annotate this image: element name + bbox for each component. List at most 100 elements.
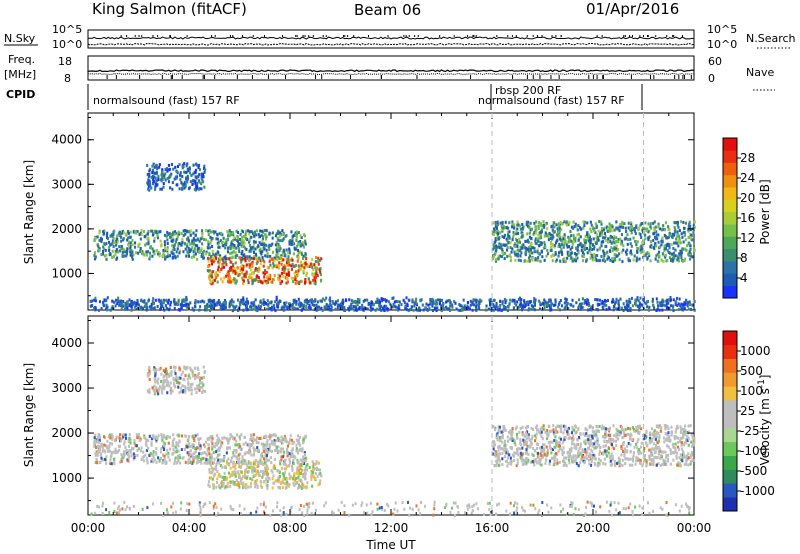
heatmap-cell — [223, 436, 226, 440]
heatmap-cell — [625, 236, 628, 240]
heatmap-cell — [245, 300, 248, 304]
heatmap-cell — [507, 241, 510, 245]
heatmap-cell — [280, 455, 283, 459]
heatmap-cell — [112, 236, 115, 240]
heatmap-cell — [115, 237, 118, 241]
heatmap-cell — [152, 162, 155, 166]
heatmap-cell — [198, 239, 201, 243]
heatmap-cell — [281, 441, 284, 445]
heatmap-cell — [173, 254, 176, 258]
heatmap-cell — [298, 483, 301, 487]
heatmap-cell — [234, 251, 237, 255]
heatmap-cell — [311, 257, 314, 261]
heatmap-cell — [492, 232, 495, 236]
heatmap-cell — [629, 251, 632, 255]
heatmap-cell — [550, 225, 553, 229]
heatmap-cell — [492, 303, 495, 306]
heatmap-cell — [157, 178, 160, 182]
heatmap-cell — [151, 300, 154, 304]
heatmap-cell — [294, 456, 297, 460]
heatmap-cell — [171, 232, 174, 236]
heatmap-cell — [144, 243, 147, 247]
heatmap-cell — [285, 234, 288, 237]
heatmap-cell — [94, 306, 97, 310]
heatmap-cell — [681, 247, 684, 251]
heatmap-cell — [173, 302, 176, 306]
heatmap-cell — [262, 235, 265, 239]
heatmap-cell — [94, 433, 97, 437]
heatmap-cell — [430, 301, 433, 305]
heatmap-cell — [111, 241, 114, 245]
heatmap-cell — [126, 303, 129, 307]
heatmap-cell — [153, 252, 156, 256]
heatmap-cell — [422, 308, 425, 312]
heatmap-cell — [570, 234, 573, 238]
heatmap-cell — [174, 450, 177, 454]
heatmap-cell — [173, 369, 176, 373]
heatmap-cell — [217, 437, 220, 441]
heatmap-cell — [185, 434, 188, 438]
heatmap-cell — [128, 235, 131, 239]
heatmap-cell — [320, 278, 323, 282]
heatmap-cell — [222, 301, 225, 305]
heatmap-cell — [264, 434, 267, 438]
heatmap-cell — [305, 262, 308, 266]
heatmap-cell — [299, 244, 302, 248]
heatmap-cell — [177, 300, 180, 303]
heatmap-cell — [302, 441, 305, 445]
heatmap-cell — [296, 248, 299, 252]
heatmap-cell — [131, 446, 134, 450]
heatmap-cell — [111, 442, 114, 446]
heatmap-cell — [260, 305, 262, 309]
heatmap-cell — [248, 273, 251, 277]
heatmap-cell — [549, 249, 552, 252]
heatmap-cell — [110, 433, 113, 437]
heatmap-cell — [140, 449, 143, 453]
heatmap-cell — [214, 302, 217, 306]
heatmap-cell — [105, 253, 108, 257]
heatmap-cell — [477, 307, 480, 311]
heatmap-cell — [673, 256, 676, 260]
heatmap-cell — [273, 274, 276, 278]
heatmap-cell — [303, 474, 306, 478]
heatmap-cell — [618, 252, 621, 256]
nsearch-tick-top: 10^5 — [707, 23, 737, 36]
heatmap-cell — [250, 272, 253, 276]
heatmap-cell — [256, 246, 259, 250]
heatmap-cell — [275, 264, 278, 268]
heatmap-cell — [310, 298, 313, 302]
heatmap-cell — [172, 167, 175, 171]
heatmap-cell — [295, 274, 298, 278]
heatmap-cell — [155, 249, 158, 253]
heatmap-cell — [125, 448, 128, 452]
heatmap-cell — [677, 239, 680, 243]
heatmap-cell — [628, 259, 631, 263]
heatmap-cell — [674, 241, 677, 245]
heatmap-cell — [240, 433, 243, 437]
heatmap-cell — [169, 235, 172, 239]
heatmap-cell — [191, 435, 194, 439]
heatmap-cell — [351, 307, 354, 311]
heatmap-cell — [307, 300, 310, 303]
heatmap-cell — [296, 254, 299, 258]
heatmap-cell — [305, 271, 308, 275]
heatmap-cell — [433, 306, 436, 310]
heatmap-cell — [420, 298, 423, 302]
heatmap-cell — [554, 252, 557, 256]
heatmap-cell — [508, 253, 511, 257]
heatmap-cell — [244, 259, 247, 263]
heatmap-cell — [180, 373, 183, 376]
heatmap-cell — [232, 471, 235, 475]
heatmap-cell — [312, 268, 315, 272]
heatmap-cell — [569, 303, 572, 306]
heatmap-cell — [343, 308, 346, 312]
heatmap-cell — [566, 256, 569, 260]
heatmap-cell — [609, 229, 612, 233]
heatmap-cell — [538, 307, 541, 311]
heatmap-cell — [529, 228, 532, 232]
heatmap-cell — [177, 459, 180, 463]
heatmap-cell — [132, 253, 135, 257]
heatmap-cell — [622, 302, 625, 306]
heatmap-cell — [270, 300, 273, 304]
heatmap-cell — [391, 305, 394, 309]
